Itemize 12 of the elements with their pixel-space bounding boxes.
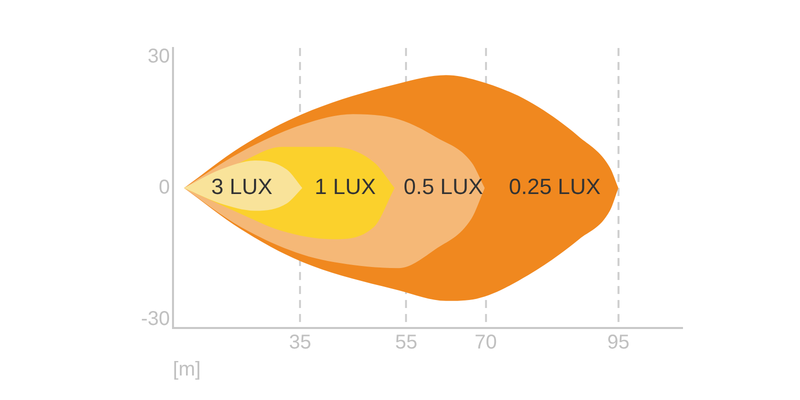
x-tick-label: 95 [607,332,630,354]
x-axis-title: [m] [172,358,201,381]
y-tick-label: 0 [158,176,170,199]
y-tick-label: -30 [141,308,170,330]
y-tick-label: 30 [148,45,170,68]
x-tick-label: 55 [395,332,418,354]
x-tick-label: 35 [289,332,312,354]
annotation: 0.5 LUX [404,174,484,200]
annotation: 0.25 LUX [508,174,601,200]
annotation: 3 LUX [211,174,273,200]
annotation: 1 LUX [314,174,376,200]
x-tick-label: 70 [474,332,497,354]
